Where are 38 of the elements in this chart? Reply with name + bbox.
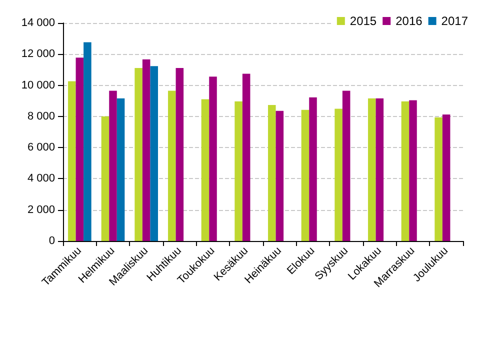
- bar: [301, 110, 310, 241]
- bar: [116, 98, 125, 241]
- bar: [434, 117, 442, 241]
- y-tick-label: 8 000: [27, 110, 55, 122]
- bar: [84, 42, 92, 241]
- bar: [76, 58, 84, 241]
- bar: [168, 90, 176, 241]
- bar: [242, 74, 250, 241]
- y-tick-label: 4 000: [27, 172, 55, 185]
- bar: [342, 90, 350, 241]
- y-tick-label: 10 000: [21, 79, 55, 92]
- bar: [176, 68, 184, 241]
- bar: [334, 108, 342, 241]
- bar: [376, 98, 384, 241]
- bar: [209, 76, 217, 241]
- legend-label: 2017: [441, 14, 468, 28]
- bar: [401, 101, 410, 241]
- legend-label: 2015: [350, 14, 377, 28]
- bar: [134, 68, 142, 241]
- y-tick-label: 2 000: [27, 204, 55, 216]
- bar: [309, 97, 317, 241]
- bar: [276, 110, 284, 241]
- bar: [150, 66, 158, 241]
- bar: [68, 81, 76, 241]
- bar: [442, 114, 450, 241]
- bar: [201, 99, 210, 241]
- bar: [101, 116, 110, 241]
- y-tick-label: 6 000: [27, 142, 55, 154]
- bar: [109, 90, 117, 241]
- y-tick-label: 12 000: [21, 48, 55, 60]
- bar: [409, 100, 417, 241]
- legend-label: 2016: [396, 14, 423, 28]
- bar: [368, 98, 376, 241]
- y-tick-label: 14 000: [21, 17, 55, 29]
- bar: [268, 105, 276, 241]
- bar: [142, 59, 150, 241]
- bar: [234, 101, 242, 241]
- y-tick-label: 0: [48, 235, 55, 247]
